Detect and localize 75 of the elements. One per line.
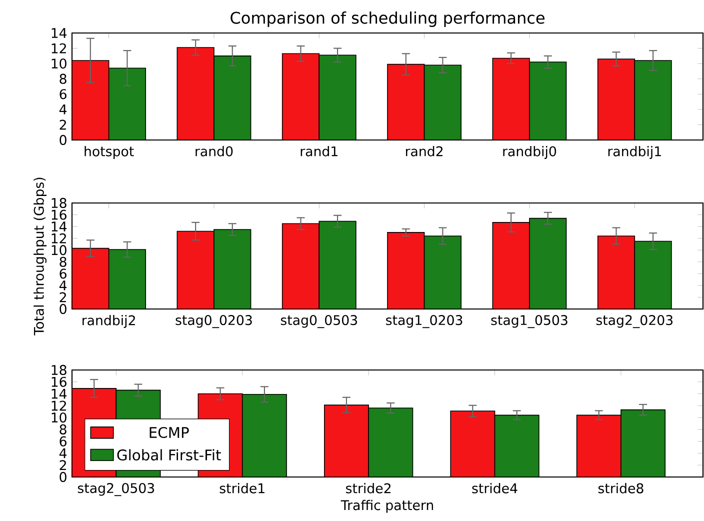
y-tick-label: 8: [60, 424, 66, 434]
y-tick-label: 8: [60, 74, 66, 84]
x-tick-label: stride2: [346, 483, 390, 494]
x-tick-label: hotspot: [84, 146, 134, 159]
chart-title: Comparison of scheduling performance: [230, 11, 544, 27]
bar: [424, 236, 462, 309]
x-tick-label: randbij2: [82, 315, 135, 328]
y-tick-label: 4: [59, 104, 67, 114]
bar: [620, 409, 666, 477]
x-tick-label: stride1: [220, 483, 264, 494]
bar: [319, 221, 356, 309]
x-tick-label: stag0_0503: [280, 315, 358, 328]
bar: [424, 64, 462, 140]
y-tick-label: 16: [52, 210, 66, 220]
y-tick-label: 4: [59, 448, 67, 458]
bar: [494, 414, 540, 477]
x-tick-label: randbij1: [608, 146, 661, 159]
y-tick-label: 14: [52, 28, 67, 38]
bar: [634, 60, 672, 140]
x-tick-label: rand2: [406, 146, 443, 156]
y-tick-label: 12: [52, 400, 66, 411]
series-label: ECMP: [150, 426, 189, 438]
bar: [324, 404, 369, 477]
bar: [529, 218, 566, 309]
y-tick-label: 2: [60, 460, 66, 470]
x-tick-label: stag1_0503: [491, 315, 568, 328]
bar: [108, 250, 146, 309]
bar: [529, 62, 567, 140]
bar: [214, 229, 251, 309]
bar: [72, 248, 109, 309]
y-tick-label: 18: [52, 364, 66, 376]
y-tick-label: 12: [52, 43, 66, 54]
bar: [634, 240, 672, 309]
x-tick-label: rand1: [300, 146, 338, 156]
y-tick-label: 14: [52, 388, 67, 399]
x-tick-label: stag0_0203: [176, 315, 252, 328]
bar: [108, 68, 146, 140]
bar: [597, 236, 636, 309]
x-tick-label: stag2_0203: [596, 315, 673, 328]
y-tick-label: 4: [59, 280, 67, 290]
x-tick-label: stag1_0203: [386, 315, 462, 328]
bar: [242, 394, 287, 477]
bar: [177, 231, 214, 309]
bar: [214, 56, 252, 140]
bar: [282, 224, 320, 309]
x-axis-title: Traffic pattern: [340, 500, 434, 513]
y-tick-label: 0: [60, 134, 66, 146]
y-tick-label: 10: [52, 245, 66, 256]
y-tick-label: 2: [60, 120, 66, 130]
x-tick-label: stride8: [598, 483, 644, 494]
y-tick-label: 0: [60, 304, 66, 314]
x-tick-label: rand0: [196, 146, 233, 156]
y-tick-label: 12: [52, 233, 66, 244]
x-tick-label: stride4: [472, 483, 518, 494]
y-tick-label: 18: [52, 198, 66, 208]
y-tick-label: 6: [60, 436, 66, 446]
y-tick-label: 6: [60, 268, 66, 279]
x-tick-label: randbij0: [503, 146, 556, 159]
legend-label: Global First-Fit: [117, 449, 221, 461]
y-tick-label: 14: [52, 222, 67, 232]
x-tick-label: stag2_0503: [78, 483, 154, 496]
y-tick-label: 0: [60, 472, 66, 482]
bar: [387, 232, 424, 309]
y-tick-label: 16: [52, 376, 66, 387]
y-tick-label: 6: [60, 89, 66, 100]
bar: [492, 222, 530, 309]
y-tick-label: 2: [60, 292, 66, 302]
y-tick-label: 10: [52, 58, 66, 69]
bar: [368, 408, 414, 477]
bar: [318, 54, 356, 140]
y-axis-title: Total throughput (Gbps): [34, 178, 47, 336]
bar: [576, 414, 622, 477]
y-tick-label: 8: [60, 256, 66, 267]
bar: [450, 410, 496, 477]
y-tick-label: 10: [52, 412, 66, 423]
